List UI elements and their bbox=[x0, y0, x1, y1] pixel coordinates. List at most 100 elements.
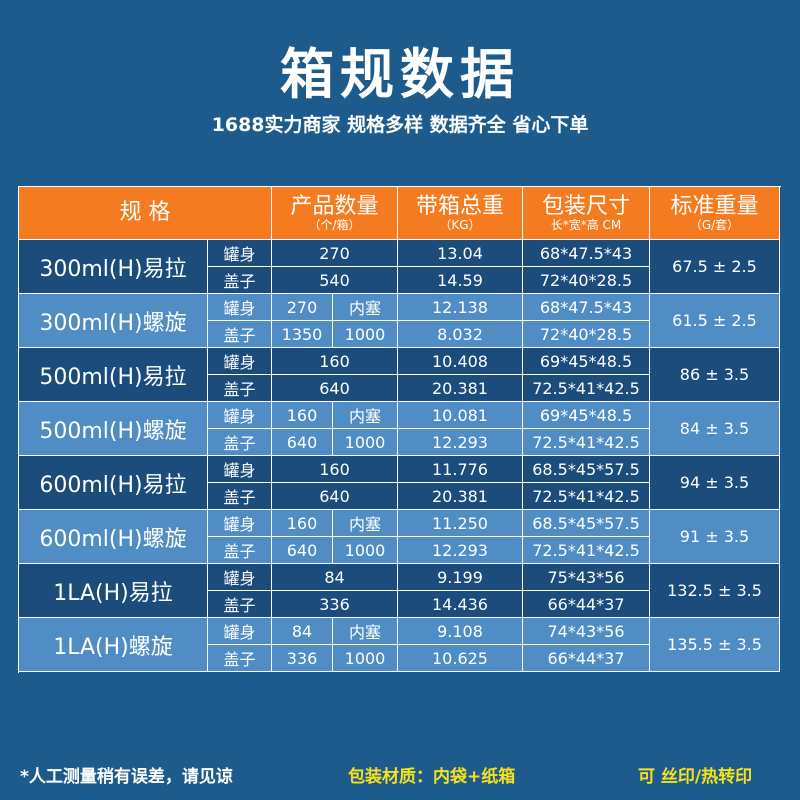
weight-cell: 20.381 bbox=[398, 483, 523, 510]
size-cell: 68*47.5*43 bbox=[523, 294, 650, 321]
part-cell: 盖子 bbox=[208, 267, 272, 294]
part-cell: 罐身 bbox=[208, 510, 272, 537]
plug-cell: 内塞 bbox=[333, 402, 398, 429]
weight-cell: 12.138 bbox=[398, 294, 523, 321]
spec-cell: 500ml(H)易拉 bbox=[19, 348, 208, 402]
weight-cell: 10.408 bbox=[398, 348, 523, 375]
std-weight-cell: 94 ± 3.5 bbox=[650, 456, 780, 510]
header-cell: 包装尺寸 长*宽*高 CM bbox=[523, 187, 650, 240]
size-cell: 72.5*41*42.5 bbox=[523, 429, 650, 456]
std-weight-cell: 132.5 ± 3.5 bbox=[650, 564, 780, 618]
qty-cell: 336 bbox=[272, 645, 333, 672]
qty-cell: 160 bbox=[272, 510, 333, 537]
qty-cell: 160 bbox=[272, 402, 333, 429]
plug-cell: 1000 bbox=[333, 537, 398, 564]
size-cell: 68.5*45*57.5 bbox=[523, 510, 650, 537]
plug-cell: 内塞 bbox=[333, 618, 398, 645]
spec-cell: 300ml(H)易拉 bbox=[19, 240, 208, 294]
spec-cell: 600ml(H)螺旋 bbox=[19, 510, 208, 564]
qty-cell: 160 bbox=[272, 456, 398, 483]
qty-cell: 640 bbox=[272, 375, 398, 402]
std-weight-cell: 135.5 ± 3.5 bbox=[650, 618, 780, 672]
subtitle: 1688实力商家 规格多样 数据齐全 省心下单 bbox=[211, 114, 589, 136]
weight-cell: 12.293 bbox=[398, 537, 523, 564]
qty-cell: 640 bbox=[272, 429, 333, 456]
part-cell: 罐身 bbox=[208, 564, 272, 591]
part-cell: 罐身 bbox=[208, 402, 272, 429]
size-cell: 74*43*56 bbox=[523, 618, 650, 645]
qty-cell: 160 bbox=[272, 348, 398, 375]
size-cell: 68*47.5*43 bbox=[523, 240, 650, 267]
plug-cell: 内塞 bbox=[333, 510, 398, 537]
footer-print: 可 丝印/热转印 bbox=[638, 767, 753, 787]
size-cell: 72.5*41*42.5 bbox=[523, 375, 650, 402]
weight-cell: 9.199 bbox=[398, 564, 523, 591]
size-cell: 66*44*37 bbox=[523, 645, 650, 672]
part-cell: 罐身 bbox=[208, 618, 272, 645]
std-weight-cell: 86 ± 3.5 bbox=[650, 348, 780, 402]
qty-cell: 540 bbox=[272, 267, 398, 294]
size-cell: 69*45*48.5 bbox=[523, 348, 650, 375]
header-cell: 规 格 bbox=[19, 187, 272, 240]
qty-cell: 640 bbox=[272, 483, 398, 510]
spec-cell: 1LA(H)易拉 bbox=[19, 564, 208, 618]
weight-cell: 9.108 bbox=[398, 618, 523, 645]
plug-cell: 1000 bbox=[333, 645, 398, 672]
weight-cell: 11.250 bbox=[398, 510, 523, 537]
size-cell: 66*44*37 bbox=[523, 591, 650, 618]
weight-cell: 14.59 bbox=[398, 267, 523, 294]
part-cell: 盖子 bbox=[208, 429, 272, 456]
part-cell: 盖子 bbox=[208, 591, 272, 618]
weight-cell: 14.436 bbox=[398, 591, 523, 618]
weight-cell: 12.293 bbox=[398, 429, 523, 456]
std-weight-cell: 67.5 ± 2.5 bbox=[650, 240, 780, 294]
spec-cell: 500ml(H)螺旋 bbox=[19, 402, 208, 456]
spec-cell: 600ml(H)易拉 bbox=[19, 456, 208, 510]
size-cell: 72*40*28.5 bbox=[523, 321, 650, 348]
part-cell: 罐身 bbox=[208, 240, 272, 267]
size-cell: 72.5*41*42.5 bbox=[523, 537, 650, 564]
plug-cell: 内塞 bbox=[333, 294, 398, 321]
std-weight-cell: 61.5 ± 2.5 bbox=[650, 294, 780, 348]
qty-cell: 84 bbox=[272, 618, 333, 645]
plug-cell: 1000 bbox=[333, 321, 398, 348]
weight-cell: 10.625 bbox=[398, 645, 523, 672]
size-cell: 68.5*45*57.5 bbox=[523, 456, 650, 483]
weight-cell: 20.381 bbox=[398, 375, 523, 402]
footer-material: 包装材质：内袋+纸箱 bbox=[348, 767, 516, 787]
qty-cell: 336 bbox=[272, 591, 398, 618]
qty-cell: 1350 bbox=[272, 321, 333, 348]
size-cell: 72.5*41*42.5 bbox=[523, 483, 650, 510]
part-cell: 罐身 bbox=[208, 294, 272, 321]
part-cell: 盖子 bbox=[208, 483, 272, 510]
weight-cell: 10.081 bbox=[398, 402, 523, 429]
title: 箱规数据 bbox=[280, 43, 520, 106]
part-cell: 罐身 bbox=[208, 348, 272, 375]
part-cell: 盖子 bbox=[208, 321, 272, 348]
size-cell: 72*40*28.5 bbox=[523, 267, 650, 294]
weight-cell: 13.04 bbox=[398, 240, 523, 267]
spec-cell: 1LA(H)螺旋 bbox=[19, 618, 208, 672]
qty-cell: 270 bbox=[272, 240, 398, 267]
part-cell: 盖子 bbox=[208, 375, 272, 402]
qty-cell: 270 bbox=[272, 294, 333, 321]
spec-cell: 300ml(H)螺旋 bbox=[19, 294, 208, 348]
header-cell: 产品数量 （个/箱） bbox=[272, 187, 398, 240]
qty-cell: 84 bbox=[272, 564, 398, 591]
size-cell: 69*45*48.5 bbox=[523, 402, 650, 429]
weight-cell: 11.776 bbox=[398, 456, 523, 483]
qty-cell: 640 bbox=[272, 537, 333, 564]
header-cell: 带箱总重 （KG） bbox=[398, 187, 523, 240]
std-weight-cell: 91 ± 3.5 bbox=[650, 510, 780, 564]
table-frame bbox=[18, 186, 781, 673]
footer-note: *人工测量稍有误差，请见谅 bbox=[20, 767, 233, 787]
part-cell: 盖子 bbox=[208, 537, 272, 564]
std-weight-cell: 84 ± 3.5 bbox=[650, 402, 780, 456]
header-cell: 标准重量 （G/套） bbox=[650, 187, 780, 240]
part-cell: 盖子 bbox=[208, 645, 272, 672]
part-cell: 罐身 bbox=[208, 456, 272, 483]
plug-cell: 1000 bbox=[333, 429, 398, 456]
size-cell: 75*43*56 bbox=[523, 564, 650, 591]
weight-cell: 8.032 bbox=[398, 321, 523, 348]
